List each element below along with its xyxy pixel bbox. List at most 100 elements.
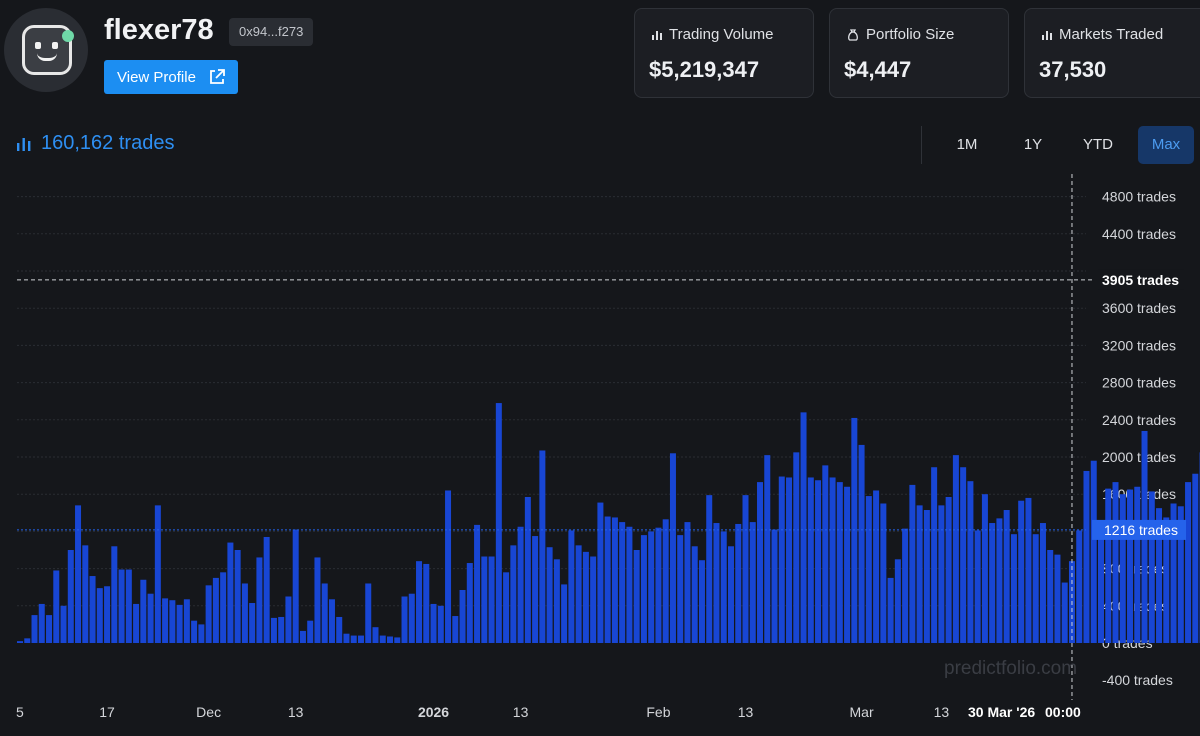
bar	[974, 530, 981, 643]
bar	[597, 502, 604, 643]
bar	[67, 550, 74, 643]
bar	[466, 563, 473, 643]
bar	[981, 494, 988, 643]
bar	[626, 526, 633, 643]
y-tick-label: 2400 trades	[1102, 412, 1176, 428]
bar	[452, 616, 459, 643]
bar	[604, 516, 611, 643]
bar	[104, 586, 111, 643]
bar	[60, 605, 67, 643]
range-ytd-button[interactable]: YTD	[1083, 136, 1113, 153]
bar	[865, 496, 872, 643]
bar	[1039, 523, 1046, 643]
bar	[379, 635, 386, 643]
bar	[394, 637, 401, 643]
bar	[887, 577, 894, 643]
y-tick-label: 4400 trades	[1102, 226, 1176, 242]
bar	[619, 522, 626, 643]
bar	[1170, 503, 1177, 643]
status-dot	[62, 30, 74, 42]
bar	[1163, 517, 1170, 643]
bar	[147, 593, 154, 643]
y-tick-label: 2800 trades	[1102, 375, 1176, 391]
bar	[742, 495, 749, 643]
trades-count: 160,162 trades	[41, 132, 175, 154]
bar	[285, 596, 292, 643]
bar	[510, 545, 517, 643]
bar	[851, 417, 858, 643]
bar	[960, 467, 967, 643]
bar	[416, 561, 423, 643]
range-max-button[interactable]: Max	[1138, 126, 1194, 164]
bar	[307, 620, 314, 643]
x-tick-label: 13	[513, 704, 529, 720]
username: flexer78	[104, 14, 214, 46]
bar	[996, 518, 1003, 643]
bar	[1156, 508, 1163, 643]
bar	[31, 615, 38, 643]
bar	[1054, 554, 1061, 643]
view-profile-button[interactable]: View Profile	[104, 60, 238, 94]
y-tick-label: 3200 trades	[1102, 337, 1176, 353]
bar	[372, 627, 379, 643]
bar	[263, 536, 270, 643]
bar	[575, 545, 582, 643]
trades-bar-chart[interactable]: -400 trades0 trades400 trades800 trades1…	[0, 168, 1200, 736]
crosshair-date-badge	[962, 701, 1088, 723]
bar	[1032, 534, 1039, 643]
bar	[735, 523, 742, 643]
bar	[844, 486, 851, 643]
bar	[53, 570, 60, 643]
stat-label: Portfolio Size	[866, 26, 955, 43]
y-tick-label: 3600 trades	[1102, 300, 1176, 316]
bar	[1061, 582, 1068, 643]
bar	[357, 635, 364, 643]
bar	[662, 519, 669, 643]
wallet-address-badge[interactable]: 0x94...f273	[229, 18, 314, 46]
bar	[503, 572, 510, 643]
bar	[198, 624, 205, 643]
bar-chart-icon	[652, 30, 662, 40]
bar	[989, 523, 996, 643]
bar	[365, 583, 372, 643]
bar	[764, 455, 771, 643]
stat-label: Trading Volume	[669, 26, 774, 43]
external-link-icon	[210, 69, 225, 84]
bar	[1192, 473, 1199, 643]
stat-value: $5,219,347	[649, 57, 760, 82]
bar	[524, 496, 531, 643]
hover-value-label: 1216 trades	[1104, 522, 1178, 538]
bar	[46, 615, 53, 643]
bar	[829, 477, 836, 643]
bar	[299, 630, 306, 643]
x-tick-label: Mar	[850, 704, 874, 720]
bar	[757, 482, 764, 643]
bar	[75, 505, 82, 643]
bar	[684, 522, 691, 643]
bar	[1010, 534, 1017, 643]
bar	[1148, 491, 1155, 643]
bar	[1018, 500, 1025, 643]
bar	[162, 598, 169, 643]
bar	[967, 481, 974, 643]
bar	[894, 559, 901, 643]
bar	[205, 585, 212, 643]
bar	[474, 524, 481, 643]
bar	[923, 510, 930, 643]
bar	[916, 505, 923, 643]
trades-summary: 160,162 trades	[16, 132, 174, 155]
x-tick-label: 13	[288, 704, 304, 720]
bar	[343, 633, 350, 643]
x-tick-label: 2026	[418, 704, 449, 720]
bar	[328, 599, 335, 643]
bar	[1076, 530, 1083, 643]
bar	[698, 560, 705, 643]
bar	[749, 522, 756, 643]
watermark: predictfolio.com	[944, 658, 1078, 679]
bar	[423, 563, 430, 643]
bar	[1119, 494, 1126, 643]
range-1y-button[interactable]: 1Y	[1023, 136, 1043, 153]
stat-value: $4,447	[844, 57, 912, 82]
range-1m-button[interactable]: 1M	[956, 136, 978, 153]
bar	[786, 477, 793, 643]
